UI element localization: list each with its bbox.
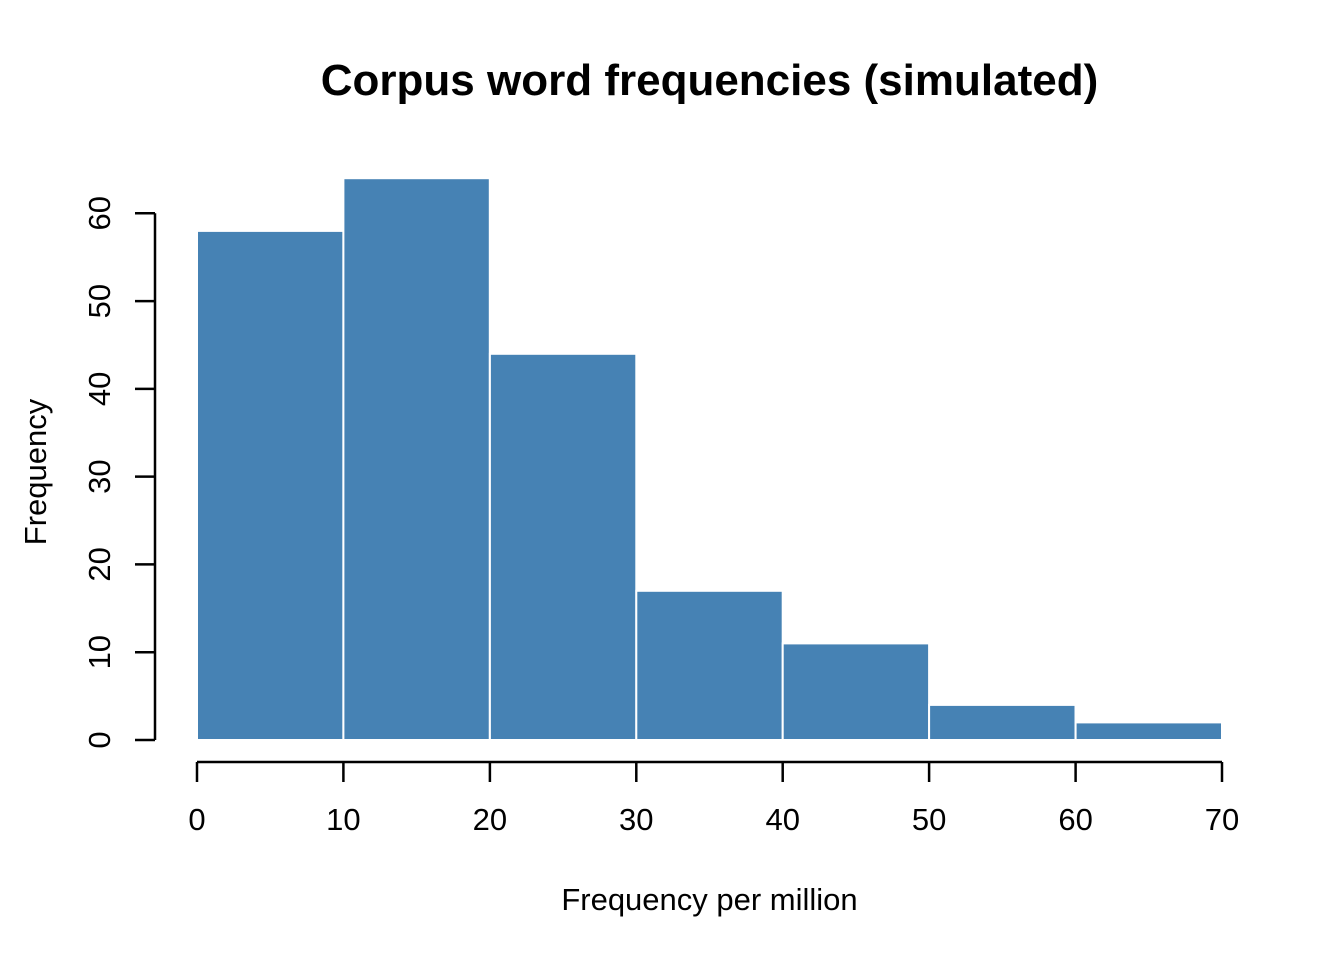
x-tick-label: 40 <box>765 802 799 837</box>
y-tick-label: 50 <box>82 284 117 318</box>
histogram-bar <box>635 589 784 741</box>
histogram-bar <box>928 703 1077 742</box>
y-tick-label: 10 <box>82 635 117 669</box>
y-tick-label: 30 <box>82 459 117 493</box>
x-tick-label: 0 <box>188 802 205 837</box>
x-axis-label: Frequency per million <box>561 882 857 917</box>
chart-title: Corpus word frequencies (simulated) <box>321 56 1098 105</box>
histogram-bar <box>488 352 638 741</box>
histogram-bar <box>1074 721 1223 742</box>
x-tick-label: 30 <box>619 802 653 837</box>
x-tick-label: 70 <box>1205 802 1239 837</box>
x-tick-label: 10 <box>326 802 360 837</box>
y-tick-label: 60 <box>82 196 117 230</box>
y-tick-label: 20 <box>82 547 117 581</box>
histogram-bar <box>196 229 345 741</box>
y-axis: 0 10 20 30 40 50 60 <box>82 196 157 749</box>
bars-group <box>196 177 1223 742</box>
histogram-bar <box>342 177 491 741</box>
y-tick-label: 40 <box>82 372 117 406</box>
histogram-bar <box>781 642 931 742</box>
y-axis-label: Frequency <box>18 398 53 545</box>
x-tick-label: 20 <box>473 802 507 837</box>
y-tick-label: 0 <box>82 731 117 748</box>
x-tick-label: 50 <box>912 802 946 837</box>
x-axis: 0 10 20 30 40 50 60 70 <box>188 760 1239 837</box>
x-tick-label: 60 <box>1058 802 1092 837</box>
